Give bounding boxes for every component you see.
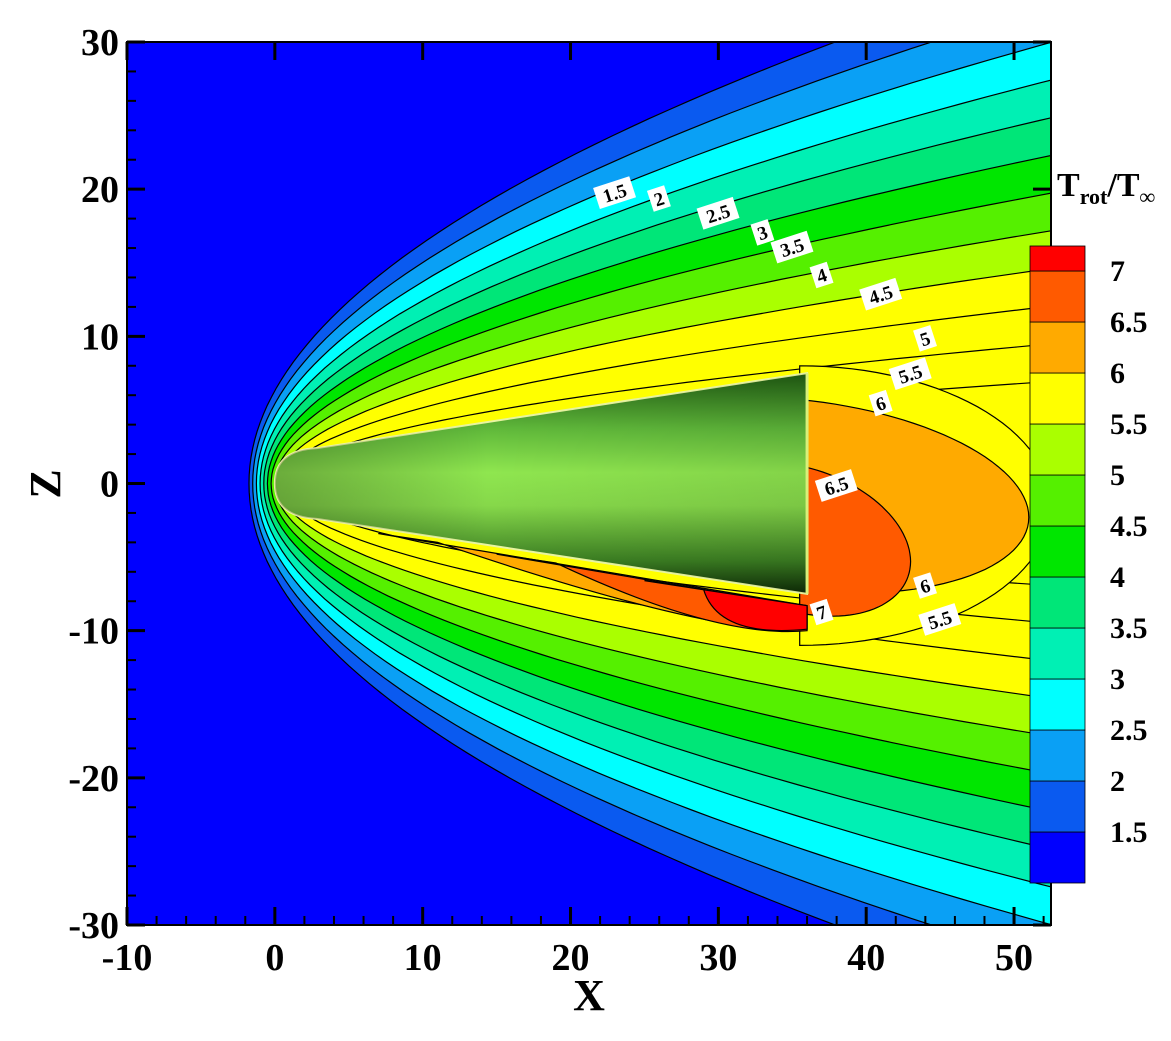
legend-label: 6.5 xyxy=(1110,306,1148,339)
legend-title: Trot/T∞ xyxy=(1057,167,1156,209)
y-axis-title: Z xyxy=(21,469,70,498)
legend-color-box xyxy=(1029,245,1086,272)
legend-color-box xyxy=(1029,729,1086,782)
x-tick-label: 50 xyxy=(995,937,1033,979)
y-axis-ticks: -30 -20 -10 0 10 20 30 xyxy=(68,22,1051,947)
legend-color-box xyxy=(1029,423,1086,476)
legend-color-box xyxy=(1029,372,1086,425)
y-tick-label: 10 xyxy=(81,316,119,358)
y-tick: 20 xyxy=(81,169,1051,211)
y-tick-label: 0 xyxy=(100,464,119,506)
cone-shading xyxy=(274,373,808,594)
legend-color-box xyxy=(1029,525,1086,578)
legend-label: 2 xyxy=(1110,765,1125,798)
y-tick: -30 xyxy=(68,905,1051,947)
legend-color-box xyxy=(1029,474,1086,527)
x-tick: 0 xyxy=(265,42,284,979)
legend-label: 4.5 xyxy=(1110,510,1148,543)
wake-bands xyxy=(378,365,1051,647)
contour-label: 6 xyxy=(913,572,937,599)
legend-label: 5 xyxy=(1110,459,1125,492)
contour-label: 5.5 xyxy=(888,357,932,390)
legend-color-box xyxy=(1029,780,1086,833)
contour-label: 5 xyxy=(913,325,937,352)
legend-color-box xyxy=(1029,678,1086,731)
x-tick-label: -10 xyxy=(102,937,153,979)
y-tick-label: -10 xyxy=(68,611,119,653)
legend-color-boxes xyxy=(1029,245,1086,884)
y-tick-label: -20 xyxy=(68,758,119,800)
x-tick: -10 xyxy=(102,42,153,979)
x-tick: 40 xyxy=(847,42,885,979)
legend-color-box xyxy=(1029,270,1086,323)
y-tick: 30 xyxy=(81,22,1051,64)
x-tick-label: 30 xyxy=(699,937,737,979)
legend-color-box xyxy=(1029,831,1086,884)
contour-label: 2 xyxy=(646,185,671,212)
x-tick-label: 10 xyxy=(404,937,442,979)
contour-label: 4 xyxy=(809,261,834,289)
y-tick-label: 20 xyxy=(81,169,119,211)
x-tick-label: 20 xyxy=(552,937,590,979)
legend-label: 2.5 xyxy=(1110,714,1148,747)
legend-color-box xyxy=(1029,576,1086,629)
legend-label: 7 xyxy=(1110,255,1125,288)
legend-labels: 1.5 2 2.5 3 3.5 4 4.5 5 5.5 6 6.5 7 xyxy=(1110,255,1148,849)
x-tick: 10 xyxy=(404,42,442,979)
legend-label: 3.5 xyxy=(1110,612,1148,645)
contour-label: 4.5 xyxy=(859,277,903,311)
legend-label: 6 xyxy=(1110,357,1125,390)
contour-label: 6 xyxy=(868,389,893,417)
y-tick-label: 30 xyxy=(81,22,119,64)
colorbar-legend: Trot/T∞ 1.5 2 2.5 3 3.5 4 4.5 5 5.5 6 6.5 7 xyxy=(1029,167,1156,884)
x-tick-label: 40 xyxy=(847,937,885,979)
y-tick: -10 xyxy=(68,611,1051,653)
contour-label: 7 xyxy=(809,598,834,626)
x-tick-label: 0 xyxy=(265,937,284,979)
legend-label: 1.5 xyxy=(1110,816,1148,849)
legend-color-box xyxy=(1029,321,1086,374)
x-tick: 30 xyxy=(699,42,737,979)
legend-label: 5.5 xyxy=(1110,408,1148,441)
x-tick: 20 xyxy=(552,42,590,979)
x-tick: 50 xyxy=(995,42,1033,979)
y-tick: 10 xyxy=(81,316,1051,358)
contour-label: 3 xyxy=(750,219,775,246)
y-tick-label: -30 xyxy=(68,905,119,947)
x-axis-title: X xyxy=(573,971,605,1020)
legend-color-box xyxy=(1029,627,1086,680)
x-axis-ticks: -10 0 10 20 30 40 50 xyxy=(102,42,1045,979)
cone-body xyxy=(273,371,809,596)
legend-label: 3 xyxy=(1110,663,1125,696)
wake-band xyxy=(644,580,808,632)
legend-label: 4 xyxy=(1110,561,1125,594)
